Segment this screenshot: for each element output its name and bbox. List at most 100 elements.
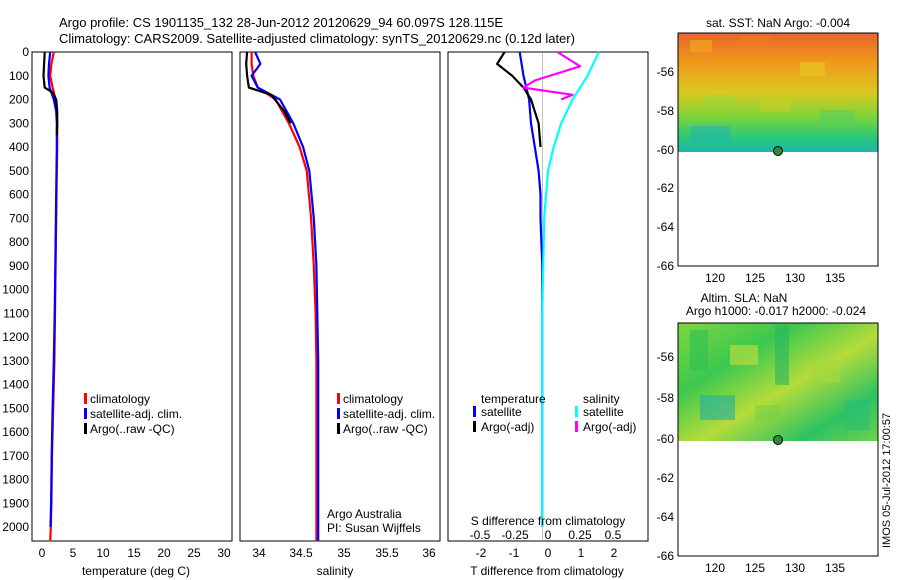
temp-legend-sat: satellite-adj. clim. <box>90 407 182 421</box>
sla-map-title2: Argo h1000: -0.017 h2000: -0.024 <box>686 304 866 318</box>
sal-sat-diff-line <box>541 51 600 527</box>
sat-line <box>250 51 320 542</box>
temp-xtick: 20 <box>157 546 171 560</box>
sal-xtick: 35 <box>337 546 351 560</box>
sla-patch <box>700 395 735 420</box>
temp-x-ticks: 0 5 10 15 20 25 30 <box>39 546 231 560</box>
sla-xtick: 130 <box>785 561 805 575</box>
sla-patch <box>730 345 758 365</box>
diff-legend-sal-argo: Argo(-adj) <box>583 420 636 434</box>
timestamp-stamp: IMOS 05-Jul-2012 17:00:57 <box>881 413 893 548</box>
diff-xlabel: T difference from climatology <box>470 564 624 578</box>
depth-tick-label: 700 <box>9 211 29 225</box>
depth-tick-label: 2000 <box>2 520 29 534</box>
sst-patch <box>820 110 855 128</box>
depth-tick-label: 600 <box>9 188 29 202</box>
depth-tick-label: 1700 <box>2 449 29 463</box>
diff-t-xtick: 1 <box>578 546 585 560</box>
sst-ytick: -56 <box>657 65 675 79</box>
sst-patch <box>760 100 790 112</box>
legend-swatch-argo <box>473 421 476 432</box>
sal-xtick: 34 <box>252 546 266 560</box>
diff-series <box>496 51 600 542</box>
argo-float-marker <box>773 146 783 156</box>
sst-patch <box>705 95 735 109</box>
sat-line <box>47 51 58 528</box>
depth-tick-label: 1000 <box>2 283 29 297</box>
sst-map-frame <box>677 32 879 267</box>
diff-t-ticks: -2 -1 0 1 2 <box>476 546 618 560</box>
depth-tick-label: 300 <box>9 116 29 130</box>
figure-title-line2: Climatology: CARS2009. Satellite-adjuste… <box>59 31 575 46</box>
sla-patch <box>775 325 789 385</box>
sal-legend-argo: Argo(..raw -QC) <box>343 422 428 436</box>
sst-map-title: sat. SST: NaN Argo: -0.004 <box>706 16 850 30</box>
diff-t-xtick: -2 <box>476 546 487 560</box>
sst-xtick: 130 <box>785 271 805 285</box>
sst-patch <box>690 40 712 52</box>
sst-ytick: -60 <box>657 143 675 157</box>
diff-legend-temp-sat: satellite <box>481 405 522 419</box>
sla-patch <box>845 400 870 430</box>
sal-legend-sat: satellite-adj. clim. <box>343 407 435 421</box>
figure-title-line1: Argo profile: CS 1901135_132 28-Jun-2012… <box>59 15 503 30</box>
diff-legend-sal-title: salinity <box>583 392 620 406</box>
temp-xtick: 10 <box>96 546 110 560</box>
sal-legend-clim: climatology <box>343 392 403 406</box>
depth-tick-label: 1100 <box>3 306 29 320</box>
sst-xtick: 125 <box>745 271 765 285</box>
sla-texture <box>690 325 870 430</box>
temp-xtick: 25 <box>187 546 201 560</box>
depth-tick-label: 1400 <box>2 378 29 392</box>
temp-legend-clim: climatology <box>90 392 150 406</box>
sla-ytick: -58 <box>657 391 675 405</box>
diff-t-xtick: 2 <box>611 546 618 560</box>
legend-swatch-sat <box>473 406 476 417</box>
temp-legend: climatology satellite-adj. clim. Argo(..… <box>84 392 182 436</box>
sal-x-ticks: 34 34.5 35 35.5 36 <box>252 546 436 560</box>
sla-ytick: -62 <box>657 471 675 485</box>
diff-legend-temp-title: temperature <box>481 392 546 406</box>
temp-xtick: 15 <box>127 546 141 560</box>
sal-legend: climatology satellite-adj. clim. Argo(..… <box>337 392 435 436</box>
sal-panel-frame <box>239 51 441 542</box>
depth-tick-label: 0 <box>22 45 29 59</box>
diff-s-xtick: 0.5 <box>605 528 622 542</box>
diff-t-xtick: 0 <box>545 546 552 560</box>
temp-legend-argo: Argo(..raw -QC) <box>90 422 175 436</box>
sst-patch <box>740 35 770 45</box>
diff-s-xtick: 0.25 <box>568 528 592 542</box>
sst-patch <box>800 62 825 76</box>
sst-xtick: 120 <box>705 271 725 285</box>
depth-axis: 0 100 200 300 400 500 600 700 800 900 1000 1100 1200… <box>2 45 29 534</box>
sla-xtick: 125 <box>745 561 765 575</box>
depth-tick-label: 800 <box>9 235 29 249</box>
temp-series <box>42 51 59 542</box>
depth-tick-label: 1900 <box>2 496 29 510</box>
legend-swatch-argo <box>84 423 87 434</box>
argo-line <box>245 51 292 124</box>
legend-swatch-clim <box>84 393 87 404</box>
sal-argo-diff-line <box>522 51 582 101</box>
argo-float-marker <box>773 435 783 445</box>
sla-ytick: -56 <box>657 350 675 364</box>
sst-texture <box>690 35 855 142</box>
temp-xtick: 0 <box>39 546 46 560</box>
legend-swatch-argo <box>337 423 340 434</box>
sla-y-ticks: -56 -58 -60 -62 -64 -66 <box>657 350 675 563</box>
sst-ytick: -66 <box>657 259 675 273</box>
diff-legend-sal-sat: satellite <box>583 405 624 419</box>
sal-xlabel: salinity <box>317 564 354 578</box>
sst-patch <box>690 126 730 142</box>
sst-ytick: -64 <box>657 220 675 234</box>
diff-s-xtick: 0 <box>545 528 552 542</box>
argo-line <box>42 51 59 136</box>
diff-top-label: S difference from climatology <box>471 514 626 528</box>
legend-swatch-clim <box>337 393 340 404</box>
sla-ytick: -66 <box>657 549 675 563</box>
sla-ytick: -64 <box>657 510 675 524</box>
sla-xtick: 120 <box>705 561 725 575</box>
diff-t-xtick: -1 <box>509 546 520 560</box>
depth-tick-label: 1200 <box>2 330 29 344</box>
depth-tick-label: 200 <box>9 93 29 107</box>
